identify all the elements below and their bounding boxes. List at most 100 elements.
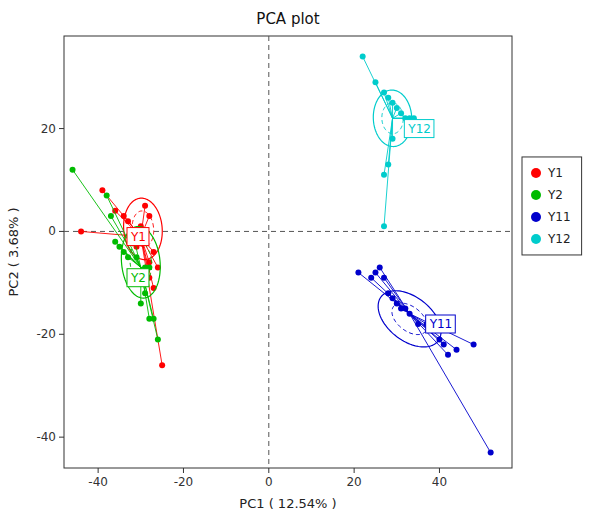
point	[390, 295, 396, 301]
point	[138, 300, 144, 306]
point	[125, 254, 131, 260]
inner-ellipse	[392, 303, 427, 334]
point	[385, 95, 391, 101]
point	[381, 90, 387, 96]
point	[436, 336, 442, 342]
point	[142, 203, 148, 209]
group-label: Y12	[404, 120, 434, 138]
group	[78, 187, 165, 368]
legend-marker	[531, 168, 541, 178]
point	[381, 275, 387, 281]
point	[368, 275, 374, 281]
point	[381, 223, 387, 229]
spoke	[410, 314, 457, 350]
group	[355, 264, 493, 455]
y-axis-label: PC2 ( 3.68% )	[6, 207, 21, 296]
label-box	[426, 315, 456, 333]
group-label-text: Y11	[429, 317, 453, 331]
legend-frame	[522, 157, 582, 255]
x-tick	[439, 468, 440, 473]
point	[151, 249, 157, 255]
y-tick-label: 0	[48, 224, 56, 238]
y-tick-label: -40	[36, 430, 56, 444]
y-tick	[59, 437, 64, 438]
point	[104, 192, 110, 198]
point	[407, 311, 413, 317]
point	[99, 187, 105, 193]
point	[125, 218, 131, 224]
point	[377, 264, 383, 270]
point	[112, 239, 118, 245]
point	[394, 105, 400, 111]
point	[385, 290, 391, 296]
spoke	[410, 314, 474, 345]
point	[70, 167, 76, 173]
point	[385, 162, 391, 168]
legend-label: Y1	[547, 166, 563, 180]
x-tick-label: 0	[265, 475, 273, 489]
label-box	[127, 269, 149, 287]
legend-marker	[531, 212, 541, 222]
spoke	[124, 252, 141, 267]
x-tick-label: 20	[346, 475, 361, 489]
inner-ellipse	[382, 103, 403, 134]
point	[415, 321, 421, 327]
point	[445, 352, 451, 358]
point	[471, 342, 477, 348]
x-axis-label: PC1 ( 12.54% )	[239, 496, 336, 511]
group-label: Y11	[426, 315, 456, 333]
label-box	[404, 120, 434, 138]
point	[142, 290, 148, 296]
plot-frame	[64, 36, 512, 468]
legend: Y1 Y2 Y11 Y12	[522, 157, 582, 255]
legend-marker	[531, 190, 541, 200]
label-box	[127, 228, 149, 246]
point	[121, 249, 127, 255]
legend-label: Y2	[547, 188, 563, 202]
chart: -40-2002040-40-20020PC1 ( 12.54% )PC2 ( …	[0, 0, 600, 525]
point	[488, 450, 494, 456]
spoke	[363, 57, 393, 119]
point	[146, 213, 152, 219]
point	[454, 347, 460, 353]
point	[372, 79, 378, 85]
point	[151, 316, 157, 322]
reference-line	[268, 36, 269, 468]
point	[116, 244, 122, 250]
spoke	[393, 298, 410, 313]
title: PCA plot	[256, 10, 319, 28]
point	[360, 54, 366, 60]
legend-marker	[531, 234, 541, 244]
point	[121, 213, 127, 219]
point	[394, 300, 400, 306]
group	[70, 167, 161, 343]
x-tick	[183, 468, 184, 473]
point	[390, 136, 396, 142]
ellipse	[121, 226, 160, 298]
point	[155, 336, 161, 342]
group	[360, 54, 417, 230]
group-labels: Y1Y2Y11Y12	[127, 120, 455, 333]
point	[398, 110, 404, 116]
spoke	[384, 278, 410, 314]
point	[381, 172, 387, 178]
spoke	[358, 273, 409, 314]
point	[355, 270, 361, 276]
point	[390, 100, 396, 106]
point	[372, 270, 378, 276]
x-tick	[98, 468, 99, 473]
point	[402, 306, 408, 312]
spoke	[375, 82, 392, 118]
x-tick	[268, 468, 269, 473]
group-label: Y2	[127, 269, 149, 287]
legend-label: Y11	[547, 210, 571, 224]
plot-area	[64, 36, 512, 468]
x-tick	[354, 468, 355, 473]
point	[159, 362, 165, 368]
point	[441, 342, 447, 348]
x-tick-label: 40	[432, 475, 447, 489]
group-label-text: Y12	[407, 122, 431, 136]
spoke	[371, 278, 409, 314]
legend-label: Y12	[547, 232, 571, 246]
y-tick-label: -20	[36, 327, 56, 341]
